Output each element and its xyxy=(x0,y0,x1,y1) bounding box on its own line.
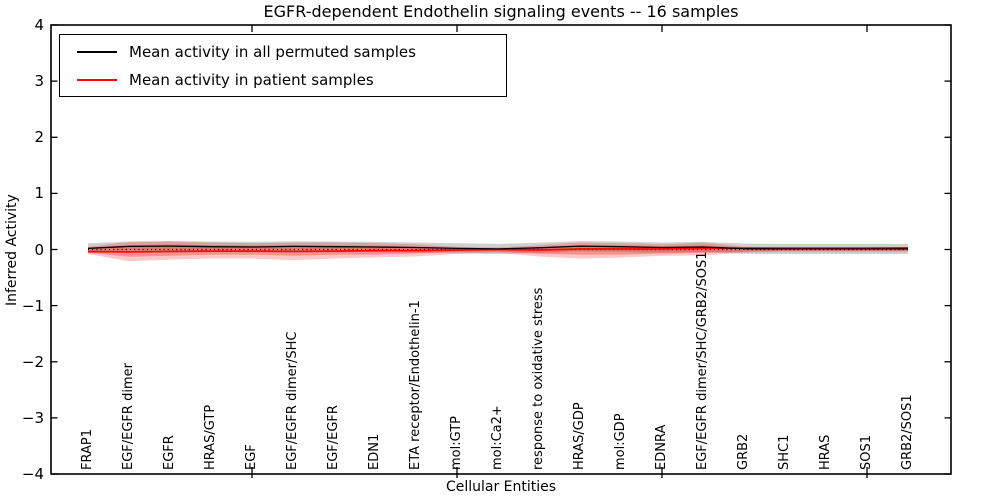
x-tick-label: HRAS/GTP xyxy=(203,404,218,470)
y-tick-label: −4 xyxy=(21,465,44,483)
legend-line-swatch-permuted xyxy=(77,50,117,53)
x-tick-label: GRB2/SOS1 xyxy=(900,394,915,470)
x-tick-label: ETA receptor/Endothelin-1 xyxy=(408,300,423,470)
Mean-activity-in-all-permuted-samples-line xyxy=(87,245,908,250)
x-tick-label: mol:GDP xyxy=(613,413,628,470)
x-tick-label: GRB2 xyxy=(736,433,751,470)
y-tick-label: −2 xyxy=(21,352,44,371)
x-tick-label: EGFR xyxy=(162,435,177,470)
x-tick-label: HRAS xyxy=(818,434,833,470)
x-tick-label: EDNRA xyxy=(654,424,669,470)
y-tick-label: 2 xyxy=(34,128,44,147)
x-tick-label: mol:Ca2+ xyxy=(490,405,505,470)
y-tick-label: 0 xyxy=(34,240,44,259)
y-tick-label: −1 xyxy=(21,296,44,315)
x-tick-label: SHC1 xyxy=(777,434,792,470)
y-tick-label: 3 xyxy=(34,72,44,91)
x-tick-label: response to oxidative stress xyxy=(531,287,546,470)
x-tick-label: EGF/EGFR dimer/SHC xyxy=(285,331,300,470)
x-tick-label: FRAP1 xyxy=(80,429,95,470)
x-tick-label: EGF/EGFR xyxy=(326,405,341,470)
y-tick-label: −3 xyxy=(21,408,44,427)
legend-line-swatch-patient xyxy=(77,78,117,81)
x-tick-label: SOS1 xyxy=(859,434,874,470)
y-tick-label: 1 xyxy=(34,184,44,203)
x-tick-label: mol:GTP xyxy=(449,416,464,470)
x-axis-label: Cellular Entities xyxy=(445,479,557,495)
chart-title: EGFR-dependent Endothelin signaling even… xyxy=(263,2,739,21)
legend-item: Mean activity in patient samples xyxy=(60,66,506,94)
legend-item: Mean activity in all permuted samples xyxy=(60,38,506,66)
x-tick-label: EGF/EGFR dimer xyxy=(121,363,136,470)
x-tick-label: EGF/EGFR dimer/SHC/GRB2/SOS1 xyxy=(695,251,710,471)
legend-box: Mean activity in all permuted samples Me… xyxy=(59,34,507,97)
x-tick-label: EGF xyxy=(244,444,259,470)
y-tick-label: 4 xyxy=(34,16,44,34)
legend-item-label: Mean activity in patient samples xyxy=(129,70,374,89)
x-tick-label: HRAS/GDP xyxy=(572,402,587,470)
legend-item-label: Mean activity in all permuted samples xyxy=(129,42,416,61)
x-tick-label: EDN1 xyxy=(367,433,382,470)
